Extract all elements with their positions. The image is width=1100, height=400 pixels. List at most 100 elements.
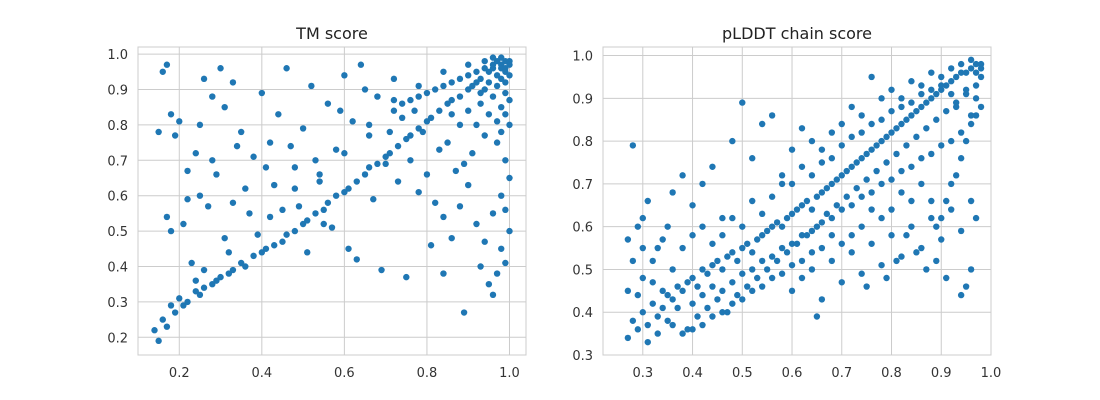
tm-score-data-point xyxy=(489,210,497,217)
plddt-chain-score-data-point xyxy=(749,249,756,256)
plddt-chain-score-data-point xyxy=(654,330,661,337)
plddt-chain-score-data-point xyxy=(669,321,676,329)
tm-score-data-point xyxy=(502,259,509,267)
tm-score-data-point xyxy=(159,68,166,75)
tm-score-data-point xyxy=(485,280,493,288)
plddt-chain-score-data-point xyxy=(908,163,915,170)
plddt-chain-score-data-point xyxy=(918,90,925,98)
plddt-chain-score-data-point xyxy=(903,116,910,123)
plddt-chain-score-data-point xyxy=(928,150,935,158)
tm-score-data-point xyxy=(456,121,464,129)
plddt-chain-score-data-point xyxy=(694,283,701,290)
plddt-chain-score-data-point xyxy=(858,223,865,230)
tm-score-data-point xyxy=(440,213,447,221)
tm-score-data-point xyxy=(171,132,179,139)
plddt-chain-score-data-point xyxy=(933,90,940,98)
tm-score-data-point xyxy=(283,231,290,238)
plddt-chain-score-data-point xyxy=(813,193,821,200)
plddt-chain-score-data-point xyxy=(883,274,890,282)
plddt-chain-score-data-point xyxy=(793,240,801,247)
tm-score-data-point xyxy=(200,284,208,291)
tm-score-data-point xyxy=(291,227,299,235)
plddt-chain-score-data-point xyxy=(808,266,816,273)
plddt-chain-score-data-point xyxy=(729,137,736,145)
plddt-chain-score-data-point xyxy=(778,180,786,188)
plddt-chain-score-y-tick-label: 0.6 xyxy=(572,221,593,236)
plddt-chain-score-data-point xyxy=(967,56,975,64)
tm-score-data-point xyxy=(436,146,443,153)
plddt-chain-score-data-point xyxy=(828,214,836,222)
plddt-chain-score-data-point xyxy=(714,296,721,303)
tm-score-data-point xyxy=(299,125,307,132)
tm-score-data-point xyxy=(444,139,451,146)
plddt-chain-score-data-point xyxy=(798,274,806,282)
plddt-chain-score-data-point xyxy=(709,163,716,170)
plddt-chain-score-data-point xyxy=(952,73,960,81)
plddt-chain-score-data-point xyxy=(888,107,895,115)
tm-score-data-point xyxy=(502,89,509,97)
plddt-chain-score-data-point xyxy=(873,142,880,149)
plddt-chain-score-data-point xyxy=(967,197,975,205)
plddt-chain-score-data-point xyxy=(788,146,796,153)
plddt-chain-score-data-point xyxy=(699,266,706,273)
plddt-chain-score-data-point xyxy=(918,82,925,89)
plddt-chain-score-data-point xyxy=(754,274,761,282)
plddt-chain-score-data-point xyxy=(808,137,816,145)
tm-score-data-point xyxy=(481,132,488,139)
tm-score-data-point xyxy=(427,242,435,249)
plddt-chain-score-data-point xyxy=(972,69,980,76)
tm-score-data-point xyxy=(188,259,195,267)
plddt-chain-score-data-point xyxy=(744,240,751,247)
tm-score-y-tick-label: 0.2 xyxy=(107,331,128,346)
tm-score-data-point xyxy=(502,206,509,214)
tm-score-data-point xyxy=(163,213,171,221)
tm-score-data-point xyxy=(403,273,410,281)
tm-score-data-point xyxy=(485,111,493,118)
plddt-chain-score-x-tick-label: 1.0 xyxy=(981,366,1002,381)
plddt-chain-score-data-point xyxy=(704,304,711,312)
plddt-chain-score-data-point xyxy=(838,142,845,149)
plddt-chain-score-data-point xyxy=(664,317,671,324)
plddt-chain-score-y-tick-label: 0.5 xyxy=(572,263,593,278)
plddt-chain-score-data-point xyxy=(654,244,661,252)
tm-score-data-point xyxy=(209,93,216,100)
plddt-chain-score-data-point xyxy=(629,317,637,324)
tm-score-data-point xyxy=(423,89,431,97)
plddt-chain-score-data-point xyxy=(818,244,826,252)
plddt-chain-score-data-point xyxy=(749,287,756,295)
tm-score-data-point xyxy=(167,302,175,309)
plddt-chain-score-data-point xyxy=(719,287,726,295)
plddt-chain-score-data-point xyxy=(699,321,706,329)
tm-score-panel: TM score 0.2 0.4 0.6 0.8 1.0 0.2 0.3 0.4 0.5 0.6 0… xyxy=(107,24,527,381)
tm-score-data-point xyxy=(345,245,352,252)
plddt-chain-score-data-point xyxy=(778,223,786,230)
plddt-chain-score-data-point xyxy=(948,206,955,213)
plddt-chain-score-data-point xyxy=(853,159,860,166)
tm-score-y-tick-label: 0.5 xyxy=(107,225,128,240)
tm-score-data-point xyxy=(493,72,501,79)
plddt-chain-score-data-point xyxy=(788,180,796,188)
plddt-chain-score-data-point xyxy=(972,214,980,222)
plddt-chain-score-data-point xyxy=(908,197,915,205)
plddt-chain-score-data-point xyxy=(649,257,656,265)
tm-score-data-point xyxy=(390,75,398,83)
tm-score-data-point xyxy=(407,96,414,104)
plddt-chain-score-data-point xyxy=(798,257,806,265)
tm-score-y-tick-label: 0.3 xyxy=(107,296,128,311)
plddt-chain-score-data-point xyxy=(758,210,766,218)
tm-score-data-point xyxy=(498,192,505,199)
plddt-chain-score-data-point xyxy=(923,125,930,132)
plddt-chain-score-data-point xyxy=(913,133,920,141)
plddt-chain-score-data-point xyxy=(943,107,950,115)
plddt-chain-score-data-point xyxy=(679,287,686,295)
tm-score-data-point xyxy=(176,295,183,302)
tm-score-y-tick-label: 0.6 xyxy=(107,190,128,205)
tm-score-data-point xyxy=(386,128,393,136)
tm-score-data-point xyxy=(308,82,315,90)
plddt-chain-score-data-point xyxy=(684,326,691,333)
plddt-chain-score-data-point xyxy=(798,202,806,209)
plddt-chain-score-data-point xyxy=(639,244,646,252)
plddt-chain-score-data-point xyxy=(624,287,632,295)
plddt-chain-score-data-point xyxy=(848,249,855,256)
plddt-chain-score-data-point xyxy=(868,189,875,196)
